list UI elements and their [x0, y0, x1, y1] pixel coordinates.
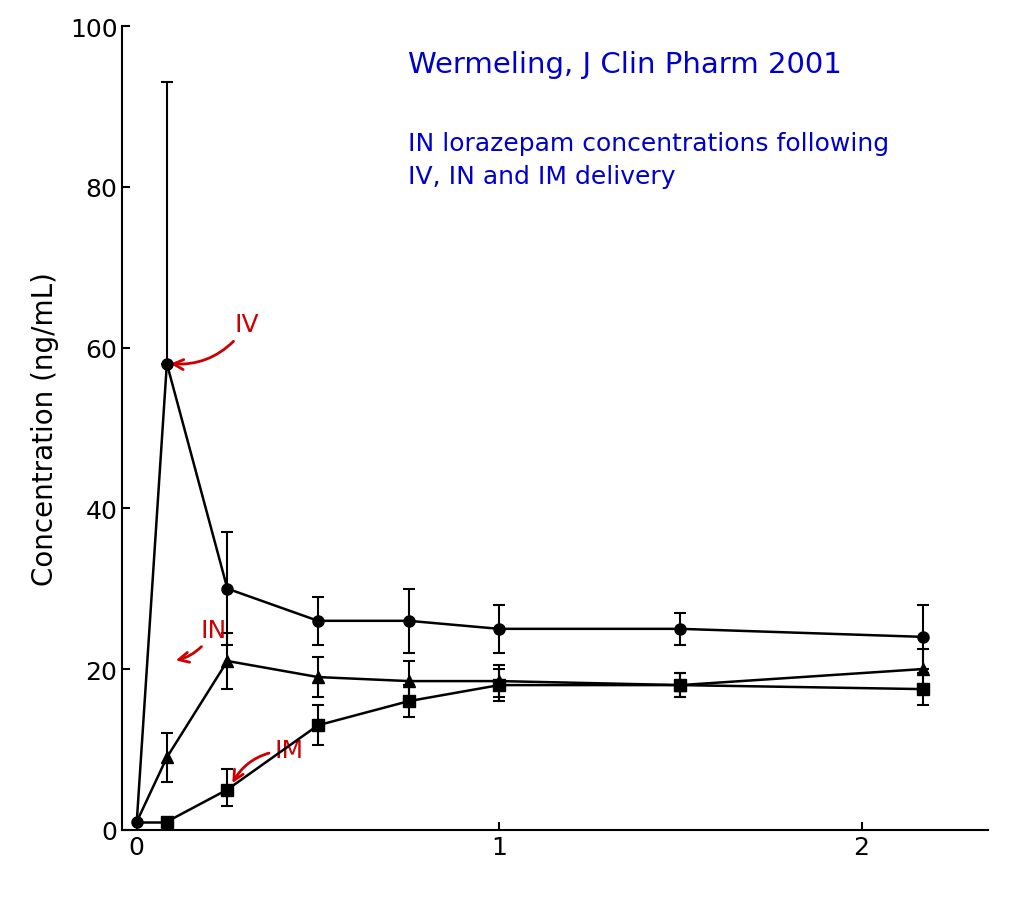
Text: IV: IV — [173, 313, 259, 370]
Text: IN: IN — [178, 618, 226, 662]
Text: IM: IM — [234, 739, 304, 780]
Y-axis label: Concentration (ng/mL): Concentration (ng/mL) — [31, 272, 59, 585]
Text: IN lorazepam concentrations following
IV, IN and IM delivery: IN lorazepam concentrations following IV… — [408, 132, 890, 189]
Text: Wermeling, J Clin Pharm 2001: Wermeling, J Clin Pharm 2001 — [408, 51, 842, 79]
